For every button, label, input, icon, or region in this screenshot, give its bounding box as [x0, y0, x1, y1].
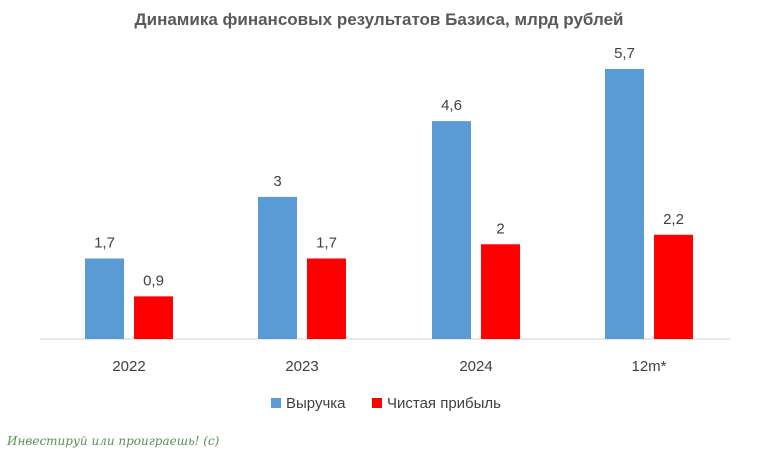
- legend-label: Чистая прибыль: [387, 395, 501, 412]
- data-label: 2,2: [663, 211, 684, 228]
- bar-profit: [481, 244, 520, 339]
- data-label: 0,9: [143, 272, 164, 289]
- data-label: 1,7: [316, 234, 337, 251]
- data-label: 2: [496, 220, 504, 237]
- data-label: 3: [273, 173, 281, 190]
- legend-swatch: [271, 398, 281, 408]
- watermark-signature: Инвестируй или проиграешь! (с): [7, 434, 220, 448]
- data-label: 1,7: [94, 234, 115, 251]
- bar-revenue: [605, 69, 644, 339]
- bar-profit: [307, 258, 346, 339]
- chart-title: Динамика финансовых результатов Базиса, …: [135, 10, 624, 29]
- legend-label: Выручка: [286, 395, 346, 412]
- x-tick-label: 2023: [285, 358, 318, 375]
- data-label: 5,7: [614, 45, 635, 62]
- bar-revenue: [85, 258, 124, 339]
- bar-revenue: [258, 196, 297, 339]
- bar-profit: [654, 234, 693, 339]
- x-tick-label: 12m*: [631, 358, 666, 375]
- data-label: 4,6: [441, 97, 462, 114]
- legend-swatch: [372, 398, 382, 408]
- x-tick-label: 2024: [459, 358, 492, 375]
- bar-revenue: [432, 121, 471, 340]
- x-tick-label: 2022: [112, 358, 145, 375]
- legend: Выручка Чистая прибыль: [271, 395, 501, 412]
- bar-profit: [134, 296, 173, 339]
